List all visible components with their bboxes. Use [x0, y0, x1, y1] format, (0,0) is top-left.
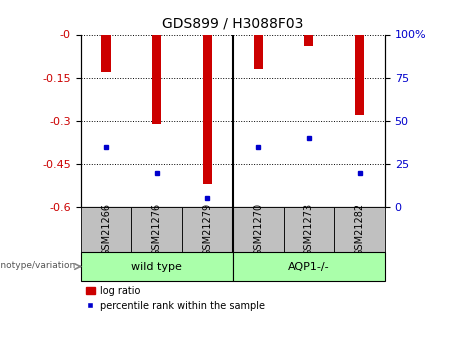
Text: GSM21273: GSM21273 [304, 203, 314, 256]
Bar [304, 34, 313, 46]
Text: GSM21279: GSM21279 [202, 203, 213, 256]
Bar [101, 34, 111, 72]
Text: wild type: wild type [131, 262, 182, 272]
Bar [131, 207, 182, 252]
Bar [233, 252, 385, 281]
Text: GSM21266: GSM21266 [101, 203, 111, 256]
Bar [203, 34, 212, 184]
Text: GSM21276: GSM21276 [152, 203, 162, 256]
Bar [233, 207, 284, 252]
Title: GDS899 / H3088F03: GDS899 / H3088F03 [162, 17, 303, 31]
Bar [355, 34, 364, 115]
Legend: log ratio, percentile rank within the sample: log ratio, percentile rank within the sa… [86, 286, 265, 311]
Bar [284, 207, 334, 252]
Bar [152, 34, 161, 124]
Bar [254, 34, 263, 69]
Text: GSM21270: GSM21270 [253, 203, 263, 256]
Text: genotype/variation: genotype/variation [0, 260, 76, 269]
Bar [334, 207, 385, 252]
Bar [81, 252, 233, 281]
Bar [81, 207, 131, 252]
Text: GSM21282: GSM21282 [355, 203, 365, 256]
Text: AQP1-/-: AQP1-/- [288, 262, 330, 272]
Bar [182, 207, 233, 252]
